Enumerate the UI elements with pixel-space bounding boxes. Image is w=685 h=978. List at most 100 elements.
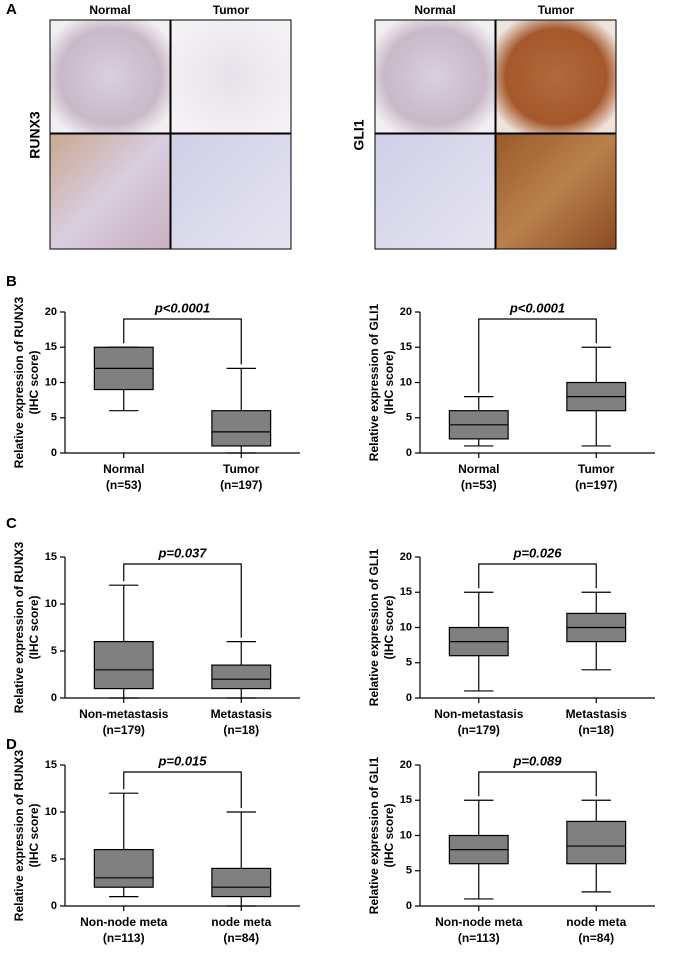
x-tick-label: node meta xyxy=(211,915,271,929)
y-tick-label: 15 xyxy=(400,794,412,806)
gene-label: RUNX3 xyxy=(27,111,43,159)
column-label: Normal xyxy=(89,3,130,17)
p-value: p=0.089 xyxy=(512,753,562,768)
ihc-image xyxy=(495,19,617,134)
y-axis-label: Relative expression of GLI1 xyxy=(367,756,381,914)
y-tick-label: 0 xyxy=(51,900,57,912)
n-label: (n=53) xyxy=(106,478,142,492)
y-axis-label: Relative expression of GLI1 xyxy=(367,303,381,461)
y-axis-label: (IHC score) xyxy=(382,803,396,867)
y-axis-label: (IHC score) xyxy=(27,595,41,659)
y-tick-label: 20 xyxy=(400,306,412,318)
y-axis-label: Relative expression of RUNX3 xyxy=(12,296,26,468)
ihc-image xyxy=(170,19,292,134)
ihc-image xyxy=(49,19,171,134)
y-axis-label: (IHC score) xyxy=(27,350,41,414)
y-axis-label: (IHC score) xyxy=(382,350,396,414)
box-chart: 0 5 10 15 20 Relative expression of GLI1 (IHC … xyxy=(367,753,655,945)
y-axis-label: (IHC score) xyxy=(382,595,396,659)
box-chart: 0 5 10 15 Relative expression of RUNX3 (IHC s… xyxy=(12,541,300,737)
ihc-image xyxy=(374,133,496,250)
y-axis-label: Relative expression of RUNX3 xyxy=(12,749,26,921)
significance-bracket xyxy=(123,318,242,365)
p-value: p=0.015 xyxy=(157,753,207,768)
x-tick-label: Tumor xyxy=(223,462,260,476)
y-axis-label: Relative expression of GLI1 xyxy=(367,548,381,706)
n-label: (n=179) xyxy=(103,723,145,737)
panel-label: C xyxy=(6,515,17,532)
box xyxy=(566,820,627,865)
panel-label: D xyxy=(6,736,17,753)
significance-bracket xyxy=(123,771,242,808)
ihc-image xyxy=(170,133,292,250)
x-tick-label: node meta xyxy=(566,915,626,929)
n-label: (n=197) xyxy=(220,478,262,492)
y-tick-label: 5 xyxy=(51,645,57,657)
y-tick-label: 0 xyxy=(51,692,57,704)
ihc-image xyxy=(374,19,496,134)
x-tick-label: Non-node meta xyxy=(80,915,168,929)
ihc-images xyxy=(49,19,617,250)
y-tick-label: 15 xyxy=(45,551,57,563)
x-tick-label: Non-node meta xyxy=(435,915,523,929)
y-tick-label: 10 xyxy=(400,376,412,388)
panel-label: B xyxy=(6,273,17,290)
p-value: p<0.0001 xyxy=(509,300,565,315)
column-label: Tumor xyxy=(538,3,575,17)
significance-bracket xyxy=(478,563,597,589)
p-value: p=0.026 xyxy=(512,545,562,560)
box xyxy=(93,848,154,888)
significance-bracket xyxy=(478,318,597,393)
y-tick-label: 10 xyxy=(45,376,57,388)
ihc-image xyxy=(495,133,617,250)
y-tick-label: 5 xyxy=(406,865,412,877)
y-tick-label: 10 xyxy=(45,806,57,818)
x-tick-label: Normal xyxy=(103,462,144,476)
box-chart: 0 5 10 15 20 Relative expression of GLI1 (IHC … xyxy=(367,545,655,737)
y-axis-label: Relative expression of RUNX3 xyxy=(12,541,26,713)
p-value: p=0.037 xyxy=(157,545,207,560)
x-tick-label: Metastasis xyxy=(211,707,273,721)
column-label: Tumor xyxy=(213,3,250,17)
n-label: (n=18) xyxy=(223,723,259,737)
n-label: (n=18) xyxy=(578,723,614,737)
y-tick-label: 15 xyxy=(45,341,57,353)
gene-label: GLI1 xyxy=(351,119,367,150)
y-tick-label: 15 xyxy=(45,759,57,771)
y-tick-label: 20 xyxy=(400,551,412,563)
y-tick-label: 0 xyxy=(406,900,412,912)
x-tick-label: Normal xyxy=(458,462,499,476)
y-axis-label: (IHC score) xyxy=(27,803,41,867)
y-tick-label: 15 xyxy=(400,586,412,598)
y-tick-label: 0 xyxy=(406,692,412,704)
significance-bracket xyxy=(478,771,597,797)
n-label: (n=84) xyxy=(578,931,614,945)
x-tick-label: Non-metastasis xyxy=(79,707,169,721)
y-tick-label: 5 xyxy=(406,412,412,424)
x-tick-label: Tumor xyxy=(578,462,615,476)
n-label: (n=113) xyxy=(458,931,500,945)
y-tick-label: 5 xyxy=(51,853,57,865)
x-tick-label: Non-metastasis xyxy=(434,707,524,721)
box-chart: 0 5 10 15 20 Relative expression of GLI1 (IHC … xyxy=(367,300,655,492)
y-tick-label: 0 xyxy=(51,447,57,459)
y-tick-label: 20 xyxy=(45,306,57,318)
y-tick-label: 15 xyxy=(400,341,412,353)
n-label: (n=53) xyxy=(461,478,497,492)
y-tick-label: 10 xyxy=(400,829,412,841)
box xyxy=(211,410,272,447)
box xyxy=(211,664,272,690)
box-chart: 0 5 10 15 20 Relative expression of RUNX3 (IHC… xyxy=(12,296,300,492)
box-chart: 0 5 10 15 Relative expression of RUNX3 (IHC s… xyxy=(12,749,300,945)
y-tick-label: 5 xyxy=(51,412,57,424)
column-label: Normal xyxy=(414,3,455,17)
y-tick-label: 0 xyxy=(406,447,412,459)
panel-label: A xyxy=(6,1,17,18)
n-label: (n=179) xyxy=(458,723,500,737)
p-value: p<0.0001 xyxy=(154,300,210,315)
n-label: (n=84) xyxy=(223,931,259,945)
box xyxy=(93,640,154,690)
ihc-image xyxy=(49,133,171,250)
y-tick-label: 20 xyxy=(400,759,412,771)
